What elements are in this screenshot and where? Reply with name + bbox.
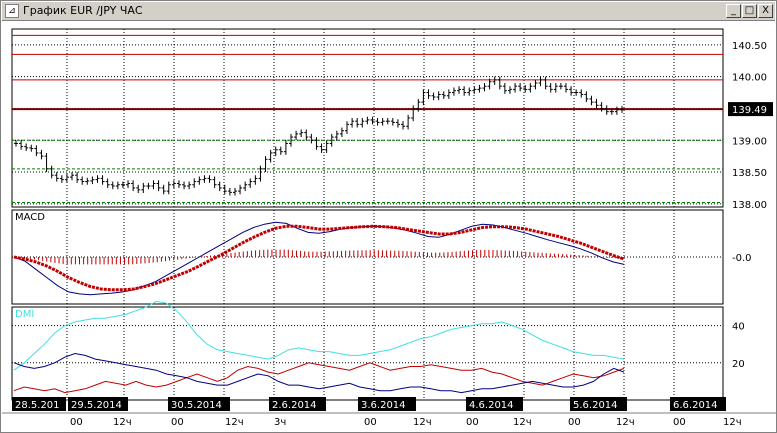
maximize-button[interactable]: □ xyxy=(742,4,757,18)
price-axis-tick: 138.00 xyxy=(732,200,767,211)
dmi-plus-line xyxy=(13,362,625,394)
macd-histogram xyxy=(17,249,625,265)
price-axis-tick: 138.50 xyxy=(732,168,767,179)
chart-area[interactable]: 140.50 140.00 139.00 138.50 138.00 139.49 MACD… xyxy=(2,21,776,432)
date-label-box xyxy=(168,397,230,411)
date-label-box xyxy=(269,397,326,411)
price-axis-tick: 140.00 xyxy=(732,73,767,84)
close-button[interactable]: X xyxy=(758,4,773,18)
chart-canvas[interactable]: 140.50 140.00 139.00 138.50 138.00 139.49 MACD… xyxy=(2,21,776,432)
current-price-box xyxy=(728,102,773,117)
dmi-minus-line xyxy=(13,352,625,394)
current-price-label: 139.49 xyxy=(732,105,767,116)
hour-label: 12ч xyxy=(513,417,532,428)
hour-label: 00 xyxy=(673,417,686,428)
hour-label: 12ч xyxy=(113,417,132,428)
date-label-box xyxy=(570,397,627,411)
hour-label: 00 xyxy=(466,417,479,428)
title-bar[interactable]: ⊿ График EUR /JPY ЧАС _ □ X xyxy=(2,2,775,21)
date-label: 6.6.2014 xyxy=(673,400,718,411)
minimize-button[interactable]: _ xyxy=(726,4,741,18)
macd-axis-tick: -0.0 xyxy=(732,253,752,264)
hour-label: 12ч xyxy=(616,417,635,428)
hour-label: 12ч xyxy=(723,417,742,428)
price-axis-tick: 139.00 xyxy=(732,136,767,147)
hour-label: 12ч xyxy=(225,417,244,428)
date-label: 29.5.2014 xyxy=(71,400,122,411)
price-bars xyxy=(14,76,624,196)
macd-line xyxy=(13,221,625,296)
dmi-adx-line xyxy=(13,300,625,371)
date-label: 4.6.2014 xyxy=(469,400,514,411)
date-label: 3.6.2014 xyxy=(361,400,406,411)
date-label: 28.5.201 xyxy=(15,400,60,411)
macd-title: MACD xyxy=(15,212,45,223)
date-label-box xyxy=(358,397,416,411)
hour-label: 00 xyxy=(568,417,581,428)
date-label-box xyxy=(670,397,726,411)
dmi-axis-tick: 40 xyxy=(732,322,745,333)
date-label-box xyxy=(68,397,128,411)
macd-signal-line xyxy=(13,224,625,292)
date-label-box xyxy=(12,397,66,411)
hour-label: 00 xyxy=(171,417,184,428)
date-label: 5.6.2014 xyxy=(573,400,618,411)
date-label: 30.5.2014 xyxy=(171,400,222,411)
price-axis-tick: 140.50 xyxy=(732,41,767,52)
dmi-title: DMI xyxy=(15,309,34,320)
hour-label: 3ч xyxy=(274,417,286,428)
date-label: 2.6.2014 xyxy=(272,400,317,411)
window-title: График EUR /JPY ЧАС xyxy=(23,4,143,17)
hour-label: 00 xyxy=(70,417,83,428)
hour-label: 12ч xyxy=(413,417,432,428)
dmi-axis-tick: 20 xyxy=(732,359,745,370)
hour-label: 00 xyxy=(364,417,377,428)
date-label-box xyxy=(466,397,523,411)
chart-app-icon: ⊿ xyxy=(5,4,19,18)
